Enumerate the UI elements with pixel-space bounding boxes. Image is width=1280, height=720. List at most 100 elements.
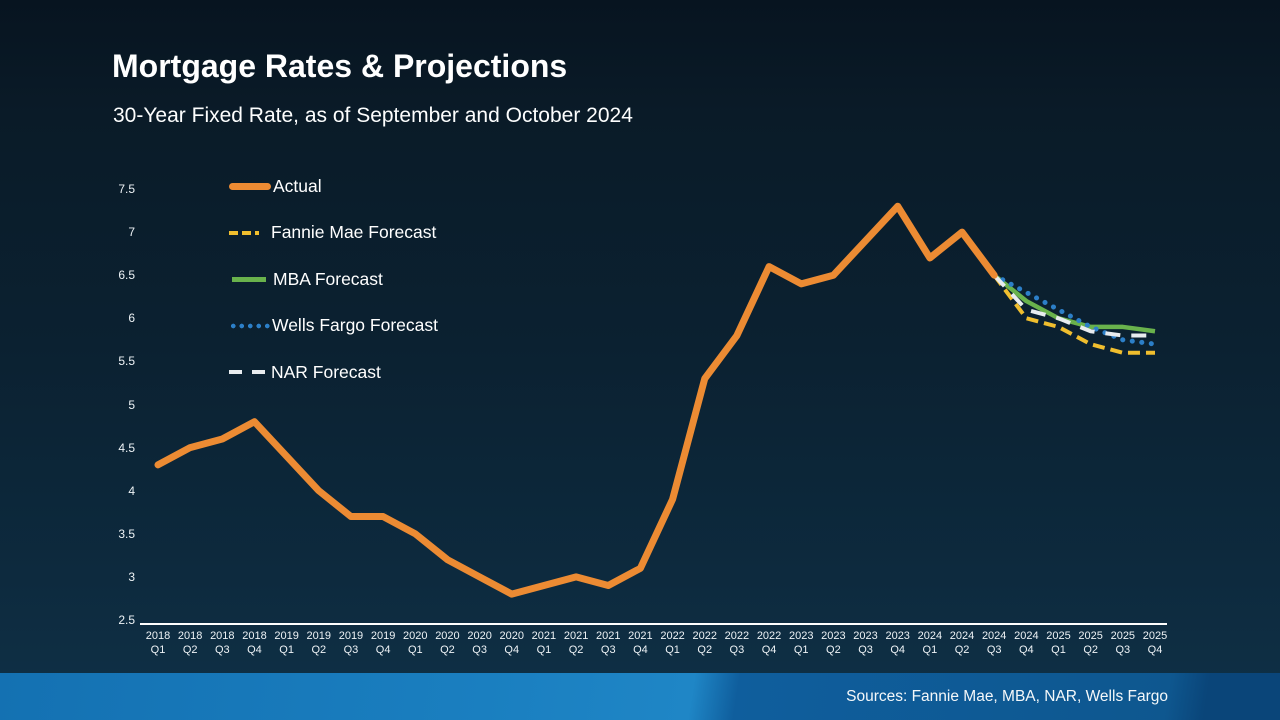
- y-tick-label: 5.5: [118, 354, 135, 369]
- x-tick-year: 2022: [756, 630, 782, 642]
- x-tick-quarter: Q1: [150, 643, 166, 656]
- x-tick-year: 2020: [435, 630, 460, 642]
- x-tick-year: 2018: [145, 630, 171, 642]
- x-tick-quarter: Q1: [279, 643, 294, 656]
- x-tick-label: 2018 Q1: [140, 630, 176, 657]
- x-tick-label: 2024 Q3: [976, 630, 1012, 657]
- sources-text: Sources: Fannie Mae, MBA, NAR, Wells Far…: [846, 687, 1168, 705]
- fannie-mae-line-swatch: [229, 230, 269, 235]
- x-tick-year: 2021: [628, 630, 653, 642]
- x-tick-year: 2025: [1078, 630, 1103, 642]
- y-tick-label: 3.5: [118, 526, 135, 541]
- y-tick-label: 4.5: [118, 440, 135, 455]
- x-tick-label: 2022 Q4: [751, 630, 787, 657]
- x-tick-year: 2020: [467, 630, 492, 642]
- x-tick-year: 2023: [821, 630, 846, 642]
- x-tick-quarter: Q4: [375, 643, 391, 656]
- x-tick-quarter: Q4: [761, 643, 777, 656]
- y-tick-label: 6.5: [118, 268, 135, 283]
- x-tick-year: 2019: [274, 630, 299, 642]
- series-line-fannie-mae-forecast: [992, 274, 1155, 355]
- x-tick-label: 2025 Q4: [1137, 630, 1173, 657]
- x-tick-label: 2025 Q2: [1073, 630, 1109, 657]
- x-tick-label: 2018 Q3: [204, 630, 240, 657]
- x-tick-quarter: Q2: [1083, 643, 1099, 656]
- x-tick-year: 2020: [499, 630, 524, 642]
- x-tick-quarter: Q4: [1019, 643, 1034, 656]
- legend-label: Actual: [273, 175, 322, 196]
- x-tick-year: 2023: [788, 630, 814, 642]
- x-tick-label: 2024 Q2: [944, 630, 980, 657]
- x-tick-quarter: Q2: [826, 643, 841, 656]
- legend-item-wells-fargo: Wells Fargo Forecast: [229, 303, 438, 350]
- x-tick-quarter: Q2: [440, 643, 455, 656]
- x-tick-label: 2019 Q3: [333, 630, 369, 657]
- x-tick-quarter: Q1: [665, 643, 680, 656]
- x-tick-year: 2024: [1014, 630, 1039, 642]
- x-tick-quarter: Q4: [633, 643, 648, 656]
- x-tick-year: 2022: [660, 630, 685, 642]
- x-tick-quarter: Q4: [504, 643, 520, 656]
- x-tick-year: 2025: [1142, 630, 1168, 642]
- x-tick-label: 2019 Q4: [365, 630, 401, 657]
- x-tick-quarter: Q1: [536, 643, 552, 656]
- x-tick-label: 2022 Q1: [655, 630, 691, 657]
- x-tick-year: 2021: [531, 630, 557, 642]
- x-tick-quarter: Q3: [600, 643, 616, 656]
- x-tick-label: 2021 Q4: [622, 630, 658, 657]
- legend-label: MBA Forecast: [273, 268, 383, 289]
- x-tick-label: 2025 Q1: [1041, 630, 1077, 657]
- series-line-wells-fargo-forecast: [991, 272, 1158, 347]
- chart-legend: Actual Fannie Mae Forecast MBA Forecast …: [229, 163, 438, 396]
- x-tick-label: 2024 Q4: [1008, 630, 1044, 657]
- x-tick-year: 2024: [917, 630, 943, 642]
- footer-bar: Sources: Fannie Mae, MBA, NAR, Wells Far…: [0, 673, 1280, 720]
- x-tick-label: 2024 Q1: [912, 630, 948, 657]
- y-tick-label: 7.5: [118, 182, 135, 196]
- x-tick-year: 2019: [338, 630, 364, 642]
- x-tick-label: 2021 Q3: [590, 630, 626, 657]
- wells-fargo-line-swatch: [229, 322, 270, 329]
- series-line-actual: [154, 202, 998, 598]
- x-tick-quarter: Q1: [793, 643, 809, 656]
- legend-item-nar: NAR Forecast: [229, 349, 438, 396]
- y-tick-label: 6: [128, 311, 135, 326]
- page-title: Mortgage Rates & Projections: [112, 48, 568, 84]
- x-tick-quarter: Q4: [247, 643, 262, 656]
- x-tick-year: 2019: [370, 630, 396, 642]
- x-tick-label: 2022 Q2: [687, 630, 723, 657]
- x-tick-year: 2023: [885, 630, 910, 642]
- x-tick-label: 2021 Q2: [558, 630, 594, 657]
- legend-label: Fannie Mae Forecast: [271, 222, 437, 243]
- y-axis-labels: 7.5 7 6.5 6 5.5 5 4.5 4 3.5 3 2.5: [0, 0, 135, 720]
- series-line-mba-forecast: [992, 273, 1156, 334]
- x-tick-year: 2018: [242, 630, 267, 642]
- legend-item-mba: MBA Forecast: [229, 256, 438, 303]
- x-tick-label: 2023 Q4: [880, 630, 916, 657]
- y-tick-label: 4: [128, 483, 135, 498]
- x-tick-quarter: Q3: [729, 643, 745, 656]
- x-tick-year: 2023: [853, 630, 878, 642]
- legend-label: Wells Fargo Forecast: [272, 315, 438, 336]
- x-tick-quarter: Q1: [1051, 643, 1066, 656]
- x-tick-label: 2021 Q1: [526, 630, 562, 657]
- series-line-nar-forecast: [992, 273, 1155, 338]
- x-tick-quarter: Q3: [1115, 643, 1131, 656]
- x-tick-year: 2018: [177, 630, 203, 642]
- nar-line-swatch: [229, 370, 269, 375]
- x-tick-label: 2025 Q3: [1105, 630, 1141, 657]
- legend-item-actual: Actual: [229, 163, 438, 210]
- x-tick-year: 2020: [403, 630, 428, 642]
- x-tick-label: 2023 Q3: [848, 630, 884, 657]
- x-tick-year: 2019: [306, 630, 332, 642]
- y-tick-label: 7: [128, 225, 135, 240]
- x-tick-label: 2023 Q2: [815, 630, 851, 657]
- legend-item-fannie-mae: Fannie Mae Forecast: [229, 210, 438, 257]
- x-tick-quarter: Q2: [311, 643, 327, 656]
- x-tick-label: 2018 Q2: [172, 630, 208, 657]
- x-tick-quarter: Q4: [890, 643, 906, 656]
- x-tick-label: 2023 Q1: [783, 630, 819, 657]
- x-tick-quarter: Q1: [407, 643, 423, 656]
